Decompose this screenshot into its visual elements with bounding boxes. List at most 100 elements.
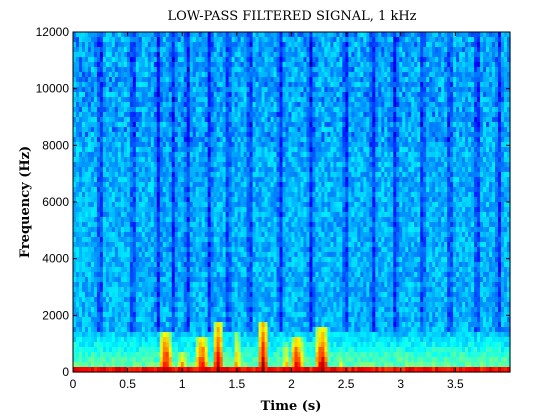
spectrogram-cell xyxy=(73,207,77,213)
spectrogram-cell xyxy=(153,107,158,113)
spectrogram-cell xyxy=(174,332,179,338)
spectrogram-cell xyxy=(150,82,155,88)
spectrogram-cell xyxy=(279,252,284,258)
spectrogram-cell xyxy=(225,292,230,298)
spectrogram-cell xyxy=(108,322,113,328)
spectrogram-cell xyxy=(174,307,179,313)
spectrogram-cell xyxy=(174,337,179,343)
spectrogram-cell xyxy=(111,352,116,358)
spectrogram-cell xyxy=(273,92,278,98)
spectrogram-cell xyxy=(183,37,188,43)
spectrogram-cell xyxy=(234,347,239,353)
spectrogram-cell xyxy=(210,107,215,113)
spectrogram-cell xyxy=(135,292,140,298)
spectrogram-cell xyxy=(168,292,173,298)
spectrogram-cell xyxy=(252,272,257,278)
spectrogram-cell xyxy=(288,132,293,138)
spectrogram-cell xyxy=(195,157,200,163)
spectrogram-cell xyxy=(216,62,221,68)
spectrogram-cell xyxy=(234,312,239,318)
spectrogram-cell xyxy=(261,42,266,48)
spectrogram-cell xyxy=(105,132,110,138)
spectrogram-cell xyxy=(144,117,149,123)
spectrogram-cell xyxy=(258,292,263,298)
spectrogram-cell xyxy=(288,32,293,38)
spectrogram-cell xyxy=(237,142,242,148)
spectrogram-cell xyxy=(159,227,164,233)
spectrogram-cell xyxy=(255,72,260,78)
spectrogram-cell xyxy=(120,257,125,263)
spectrogram-cell xyxy=(288,42,293,48)
spectrogram-cell xyxy=(123,117,128,123)
spectrogram-cell xyxy=(99,217,104,223)
spectrogram-cell xyxy=(87,57,92,63)
spectrogram-cell xyxy=(219,97,224,103)
spectrogram-cell xyxy=(108,252,113,258)
spectrogram-cell xyxy=(285,292,290,298)
spectrogram-cell xyxy=(225,87,230,93)
spectrogram-cell xyxy=(135,57,140,63)
spectrogram-cell xyxy=(270,57,275,63)
spectrogram-cell xyxy=(99,302,104,308)
spectrogram-cell xyxy=(135,207,140,213)
spectrogram-cell xyxy=(180,232,185,238)
spectrogram-cell xyxy=(216,177,221,183)
spectrogram-cell xyxy=(138,177,143,183)
spectrogram-cell xyxy=(123,202,128,208)
spectrogram-cell xyxy=(132,107,137,113)
spectrogram-cell xyxy=(225,352,230,358)
spectrogram-cell xyxy=(111,92,116,98)
spectrogram-cell xyxy=(273,212,278,218)
spectrogram-cell xyxy=(102,282,107,288)
spectrogram-cell xyxy=(204,282,209,288)
spectrogram-cell xyxy=(129,77,134,83)
spectrogram-cell xyxy=(273,217,278,223)
spectrogram-cell xyxy=(108,67,113,73)
spectrogram-cell xyxy=(102,82,107,88)
spectrogram-cell xyxy=(120,162,125,168)
spectrogram-cell xyxy=(246,242,251,248)
spectrogram-cell xyxy=(201,57,206,63)
spectrogram-cell xyxy=(201,127,206,133)
spectrogram-cell xyxy=(225,57,230,63)
spectrogram-cell xyxy=(105,147,110,153)
spectrogram-cell xyxy=(162,277,167,283)
spectrogram-cell xyxy=(213,367,218,373)
spectrogram-cell xyxy=(204,132,209,138)
spectrogram-cell xyxy=(168,257,173,263)
spectrogram-cell xyxy=(261,332,266,338)
spectrogram-cell xyxy=(231,187,236,193)
spectrogram-cell xyxy=(141,177,146,183)
spectrogram-cell xyxy=(189,67,194,73)
spectrogram-cell xyxy=(219,322,224,328)
spectrogram-cell xyxy=(150,187,155,193)
spectrogram-cell xyxy=(144,202,149,208)
spectrogram-cell xyxy=(246,327,251,333)
spectrogram-cell xyxy=(237,72,242,78)
spectrogram-cell xyxy=(270,207,275,213)
spectrogram-cell xyxy=(255,237,260,243)
spectrogram-cell xyxy=(252,32,257,38)
spectrogram-cell xyxy=(159,47,164,53)
spectrogram-cell xyxy=(111,57,116,63)
spectrogram-cell xyxy=(123,242,128,248)
spectrogram-cell xyxy=(189,272,194,278)
spectrogram-cell xyxy=(210,87,215,93)
spectrogram-cell xyxy=(249,162,254,168)
spectrogram-cell xyxy=(144,302,149,308)
spectrogram-cell xyxy=(162,32,167,38)
spectrogram-cell xyxy=(141,142,146,148)
spectrogram-cell xyxy=(225,147,230,153)
spectrogram-cell xyxy=(159,277,164,283)
spectrogram-cell xyxy=(237,322,242,328)
spectrogram-cell xyxy=(288,367,293,373)
spectrogram-cell xyxy=(219,337,224,343)
spectrogram-cell xyxy=(126,122,131,128)
spectrogram-cell xyxy=(261,192,266,198)
spectrogram-cell xyxy=(249,122,254,128)
spectrogram-cell xyxy=(276,77,281,83)
spectrogram-cell xyxy=(138,192,143,198)
spectrogram-cell xyxy=(243,312,248,318)
spectrogram-cell xyxy=(87,267,92,273)
spectrogram-cell xyxy=(105,347,110,353)
